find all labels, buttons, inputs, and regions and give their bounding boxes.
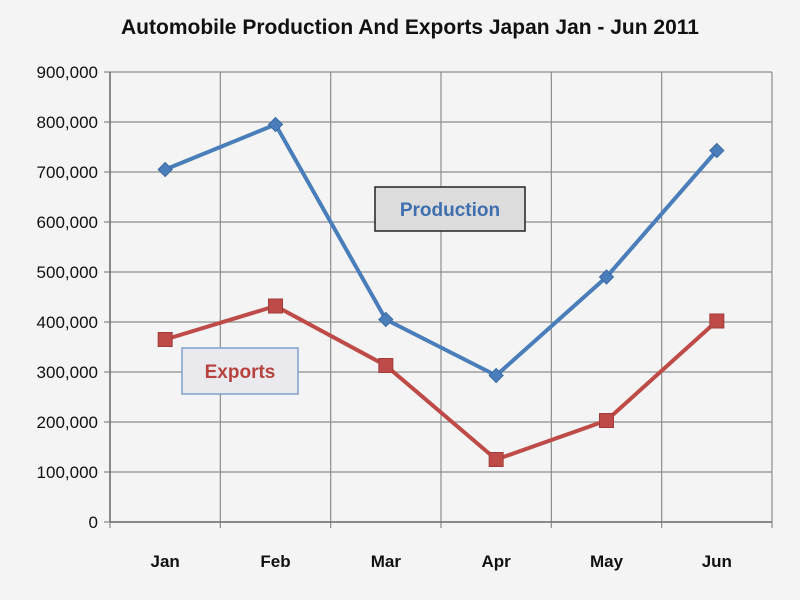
data-point-production [378,311,394,328]
y-tick-label: 900,000 [37,63,98,82]
data-point-production [709,142,725,159]
x-tick-label: May [590,552,624,571]
grid [104,71,773,528]
y-tick-label: 200,000 [37,413,98,432]
x-tick-label: Apr [482,552,512,571]
y-tick-label: 400,000 [37,313,98,332]
series-line-production [163,122,719,378]
series [157,116,725,467]
series-label-production: Production [400,200,500,221]
data-point-exports [378,358,394,373]
series-label-exports: Exports [205,362,276,383]
y-tick-label: 300,000 [37,363,98,382]
series-labels: Production Exports [181,186,526,395]
x-tick-label: Mar [371,552,402,571]
x-tick-label: Jun [702,552,732,571]
y-tick-label: 500,000 [37,263,98,282]
y-tick-label: 700,000 [37,163,98,182]
x-tick-label: Feb [260,552,290,571]
data-point-production [598,269,615,285]
series-label-box-production [374,186,526,232]
y-tick-label: 100,000 [37,463,98,482]
data-point-exports [599,413,614,428]
data-point-exports [488,452,504,467]
data-point-production [267,116,284,133]
data-point-exports [157,332,173,347]
y-tick-label: 600,000 [37,213,98,232]
data-point-production [157,161,173,178]
series-line-exports [163,304,719,462]
y-tick-label: 800,000 [37,113,98,132]
axes: 0 100,000 200,000 300,000 400,000 500,000 600,… [37,63,772,571]
series-label-box-exports [181,347,299,395]
data-point-production [488,367,504,384]
y-tick-label: 0 [89,513,98,532]
data-point-exports [268,298,283,314]
data-point-exports [709,313,725,329]
chart-title: Automobile Production And Exports Japan … [121,16,699,39]
x-tick-label: Jan [151,552,180,571]
